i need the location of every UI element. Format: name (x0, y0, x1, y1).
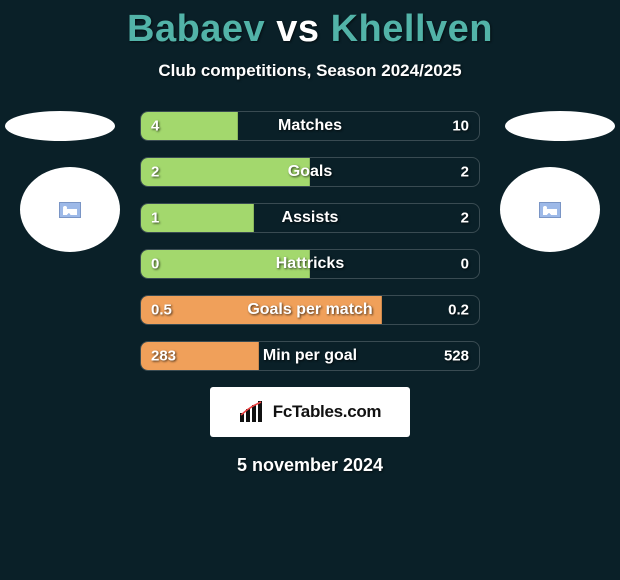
stat-bar-fill (141, 296, 382, 324)
team-badge-right-top (505, 111, 615, 141)
stat-bar-fill (141, 158, 310, 186)
player-photo-right (500, 167, 600, 252)
stat-bar: 410Matches (140, 111, 480, 141)
stat-bars: 410Matches22Goals12Assists00Hattricks0.5… (140, 111, 480, 371)
stat-value-right: 2 (461, 210, 469, 227)
team-badge-left-top (5, 111, 115, 141)
player-photo-left (20, 167, 120, 252)
brand-text: FcTables.com (273, 402, 382, 422)
footer-date: 5 november 2024 (0, 455, 620, 476)
image-placeholder-icon (539, 202, 561, 218)
stat-bar: 00Hattricks (140, 249, 480, 279)
stat-value-right: 0.2 (448, 302, 469, 319)
stat-bar: 283528Min per goal (140, 341, 480, 371)
stat-value-left: 0.5 (151, 302, 172, 319)
stat-bar: 12Assists (140, 203, 480, 233)
stat-value-right: 2 (461, 164, 469, 181)
stat-value-left: 4 (151, 118, 159, 135)
stat-value-right: 528 (444, 348, 469, 365)
vs-label: vs (276, 8, 319, 50)
stat-bar-fill (141, 250, 310, 278)
stat-bar: 0.50.2Goals per match (140, 295, 480, 325)
image-placeholder-icon (59, 202, 81, 218)
player-left-name: Babaev (127, 8, 265, 50)
stat-value-left: 283 (151, 348, 176, 365)
stat-value-left: 2 (151, 164, 159, 181)
brand-icon (239, 401, 267, 423)
comparison-title: Babaev vs Khellven (0, 0, 620, 51)
stat-value-left: 0 (151, 256, 159, 273)
brand-badge: FcTables.com (210, 387, 410, 437)
comparison-stage: 410Matches22Goals12Assists00Hattricks0.5… (0, 111, 620, 476)
stat-value-right: 10 (452, 118, 469, 135)
stat-value-right: 0 (461, 256, 469, 273)
subtitle: Club competitions, Season 2024/2025 (0, 61, 620, 81)
stat-bar: 22Goals (140, 157, 480, 187)
player-right-name: Khellven (331, 8, 493, 50)
stat-value-left: 1 (151, 210, 159, 227)
